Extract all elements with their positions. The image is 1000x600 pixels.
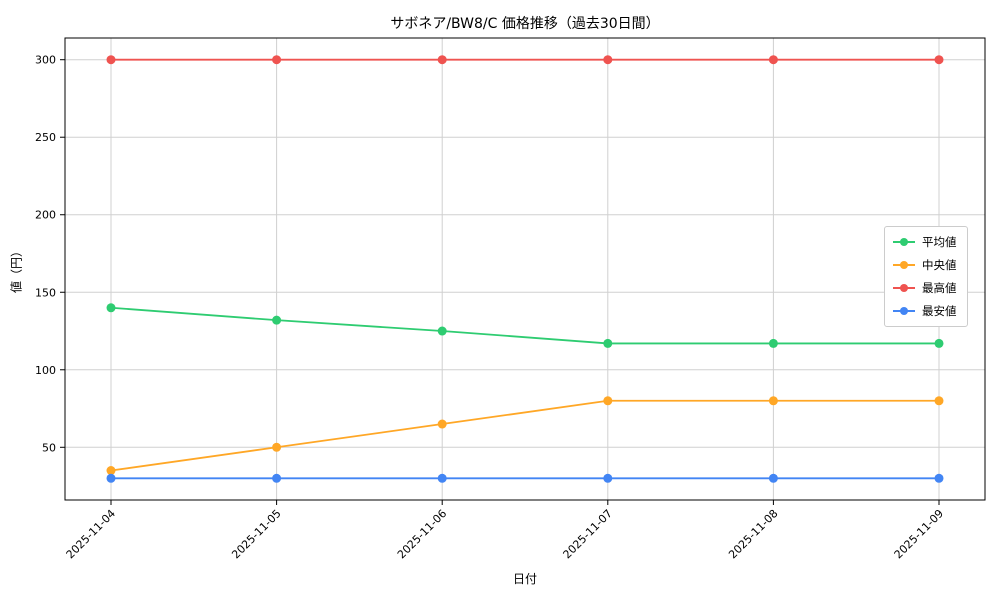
series-marker-0 bbox=[437, 326, 447, 336]
y-tick-label: 150 bbox=[35, 286, 56, 299]
legend: 平均値 中央値 最高値 最安値 bbox=[884, 226, 968, 327]
legend-item-average: 平均値 bbox=[893, 234, 957, 250]
series-marker-3 bbox=[934, 473, 944, 483]
legend-label-min: 最安値 bbox=[922, 304, 957, 318]
series-marker-3 bbox=[106, 473, 116, 483]
x-tick-label: 2025-11-07 bbox=[561, 507, 615, 561]
legend-item-max: 最高値 bbox=[893, 280, 957, 296]
series-marker-1 bbox=[603, 396, 613, 406]
series-marker-0 bbox=[603, 338, 613, 348]
series-marker-0 bbox=[106, 303, 116, 313]
series-marker-0 bbox=[934, 338, 944, 348]
series-marker-0 bbox=[768, 338, 778, 348]
y-tick-label: 300 bbox=[35, 54, 56, 67]
legend-item-median: 中央値 bbox=[893, 257, 957, 273]
y-tick-label: 100 bbox=[35, 364, 56, 377]
legend-label-max: 最高値 bbox=[922, 281, 957, 295]
legend-label-median: 中央値 bbox=[922, 258, 957, 272]
x-tick-label: 2025-11-09 bbox=[892, 507, 946, 561]
y-tick-label: 200 bbox=[35, 209, 56, 222]
series-marker-2 bbox=[437, 55, 447, 65]
series-marker-1 bbox=[934, 396, 944, 406]
series-marker-1 bbox=[768, 396, 778, 406]
x-tick-label: 2025-11-05 bbox=[229, 507, 283, 561]
y-tick-label: 250 bbox=[35, 131, 56, 144]
x-tick-label: 2025-11-04 bbox=[64, 507, 118, 561]
series-marker-2 bbox=[934, 55, 944, 65]
chart-title: サボネア/BW8/C 価格推移（過去30日間） bbox=[390, 16, 660, 32]
series-marker-1 bbox=[106, 466, 116, 476]
legend-marker-average-icon bbox=[893, 238, 915, 247]
series-marker-2 bbox=[768, 55, 778, 65]
y-tick-label: 50 bbox=[42, 441, 56, 454]
series-marker-3 bbox=[603, 473, 613, 483]
series-marker-3 bbox=[272, 473, 282, 483]
legend-marker-max-icon bbox=[893, 284, 915, 293]
legend-item-min: 最安値 bbox=[893, 303, 957, 319]
series-marker-3 bbox=[437, 473, 447, 483]
series-marker-2 bbox=[603, 55, 613, 65]
series-marker-1 bbox=[272, 442, 282, 452]
x-tick-label: 2025-11-08 bbox=[726, 507, 780, 561]
series-marker-2 bbox=[272, 55, 282, 65]
legend-marker-min-icon bbox=[893, 307, 915, 316]
x-axis-label: 日付 bbox=[512, 572, 537, 586]
legend-label-average: 平均値 bbox=[922, 235, 957, 249]
series-line-1 bbox=[110, 399, 939, 472]
series-line-0 bbox=[110, 306, 939, 345]
series-marker-2 bbox=[106, 55, 116, 65]
plot-border bbox=[64, 37, 986, 501]
series-marker-0 bbox=[272, 315, 282, 325]
series-marker-3 bbox=[768, 473, 778, 483]
x-tick-label: 2025-11-06 bbox=[395, 507, 449, 561]
legend-marker-median-icon bbox=[893, 261, 915, 270]
series-marker-1 bbox=[437, 419, 447, 429]
